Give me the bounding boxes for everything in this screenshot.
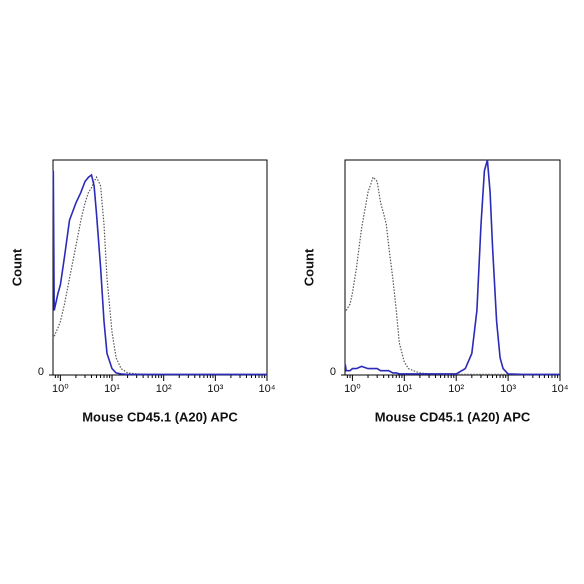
x-tick-label: 10⁴ bbox=[259, 383, 276, 395]
x-tick-label: 10² bbox=[448, 383, 464, 395]
x-tick-label: 10⁴ bbox=[552, 383, 569, 395]
y-tick-label: 0 bbox=[330, 366, 336, 378]
x-tick-label: 10¹ bbox=[396, 383, 412, 395]
histogram-line bbox=[344, 159, 560, 376]
x-tick-label: 10³ bbox=[207, 383, 223, 395]
y-axis-label: Count bbox=[9, 248, 24, 286]
histogram-line bbox=[345, 176, 560, 375]
y-axis-label: Count bbox=[301, 248, 316, 286]
x-tick-label: 10³ bbox=[500, 383, 516, 395]
x-axis-label: Mouse CD45.1 (A20) APC bbox=[82, 409, 238, 424]
x-tick-label: 10² bbox=[156, 383, 172, 395]
x-axis-label: Mouse CD45.1 (A20) APC bbox=[375, 409, 531, 424]
y-tick-label: 0 bbox=[38, 366, 44, 378]
histogram-line bbox=[53, 175, 267, 375]
x-tick-label: 10⁰ bbox=[52, 383, 69, 395]
plot-frame bbox=[52, 159, 268, 376]
plot-frame bbox=[344, 159, 561, 376]
histogram-line bbox=[52, 170, 267, 376]
x-tick-label: 10⁰ bbox=[344, 383, 361, 395]
x-tick-label: 10¹ bbox=[104, 383, 120, 395]
